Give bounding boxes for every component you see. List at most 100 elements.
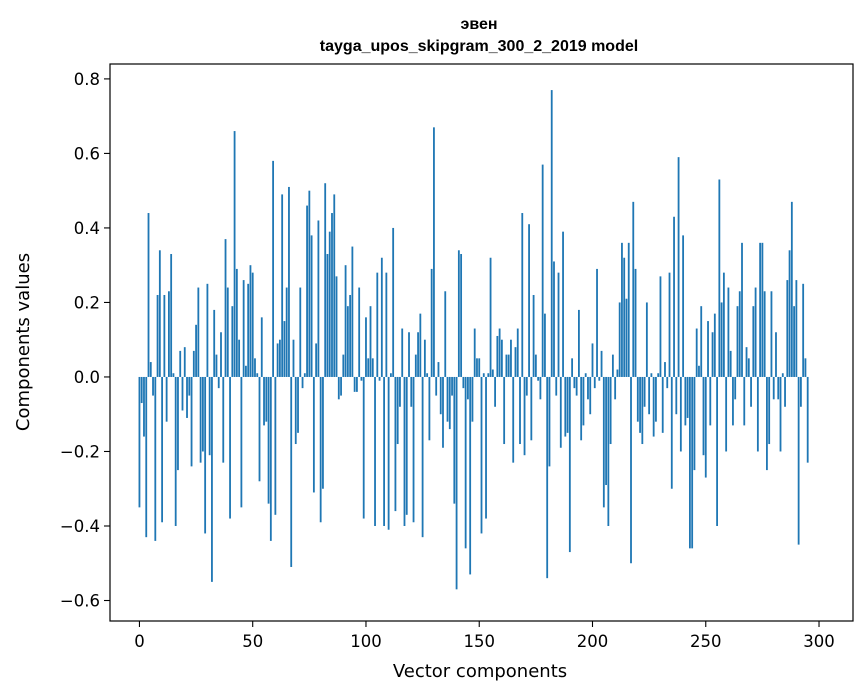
- bar: [385, 272, 388, 377]
- bar: [278, 339, 281, 377]
- bar: [512, 376, 515, 463]
- bar: [677, 157, 680, 377]
- bar: [288, 186, 290, 377]
- bar: [598, 376, 601, 381]
- bar: [260, 317, 263, 377]
- bar: [616, 369, 619, 377]
- bar: [645, 302, 648, 377]
- bar: [643, 376, 646, 407]
- bar: [727, 287, 730, 377]
- bar: [322, 376, 324, 489]
- bar: [177, 376, 179, 471]
- bar: [197, 287, 200, 377]
- bar: [233, 131, 236, 377]
- bar: [491, 369, 494, 377]
- bar: [292, 339, 295, 377]
- bar: [505, 354, 508, 377]
- bar: [315, 343, 318, 377]
- bar: [591, 343, 594, 377]
- bar: [593, 376, 596, 389]
- x-axis-label: Vector components: [393, 661, 567, 682]
- bar: [211, 376, 213, 582]
- bar: [358, 287, 361, 377]
- bar: [752, 306, 755, 377]
- bar: [602, 376, 605, 508]
- bar: [487, 373, 490, 377]
- bar: [555, 376, 558, 396]
- bar: [521, 213, 524, 377]
- bar: [507, 354, 510, 377]
- y-tick-label: −0.6: [60, 592, 100, 611]
- plot-frame: [109, 63, 854, 622]
- bar: [240, 376, 243, 508]
- bar: [426, 373, 429, 377]
- bar: [722, 272, 725, 377]
- bar: [192, 350, 195, 377]
- bar: [360, 376, 363, 381]
- bar: [281, 194, 284, 377]
- bar: [258, 376, 261, 482]
- bar: [195, 324, 197, 377]
- bar: [729, 350, 732, 377]
- bar: [394, 376, 397, 512]
- bar: [145, 376, 148, 538]
- bar: [267, 376, 270, 504]
- bar: [523, 376, 526, 456]
- bar: [326, 254, 329, 377]
- bar: [254, 358, 256, 377]
- bar: [410, 376, 413, 407]
- bar: [661, 376, 664, 433]
- bar: [269, 376, 272, 541]
- bar: [274, 376, 277, 515]
- bar: [161, 376, 164, 523]
- bar: [442, 376, 444, 448]
- bar: [657, 373, 660, 377]
- bar: [745, 347, 748, 377]
- bar: [319, 376, 322, 523]
- bar: [265, 376, 268, 422]
- bar: [396, 376, 399, 445]
- bar: [156, 294, 159, 377]
- bar: [414, 354, 417, 377]
- bar: [632, 201, 635, 377]
- bar: [374, 376, 376, 526]
- bar: [186, 376, 188, 418]
- bar: [510, 339, 512, 377]
- bar: [294, 376, 297, 445]
- ticks-group: 0 50 100 150 200 250 300 −0.6 −0.4 −0.2 0.0 0.2 0.4 0…: [60, 70, 835, 651]
- bar: [303, 373, 306, 377]
- bar: [308, 190, 311, 377]
- bar: [544, 313, 546, 377]
- bar: [199, 376, 202, 463]
- bar: [217, 376, 220, 389]
- bar: [435, 376, 438, 396]
- bar: [285, 287, 288, 377]
- bar: [143, 376, 145, 437]
- bar: [367, 358, 370, 377]
- bar: [605, 376, 607, 486]
- y-tick-label: −0.2: [60, 442, 100, 461]
- bar: [469, 376, 472, 575]
- bar: [580, 376, 583, 441]
- bar: [392, 227, 395, 377]
- bar: [428, 376, 431, 441]
- bar: [494, 376, 496, 407]
- bar: [310, 235, 313, 377]
- bar: [138, 376, 141, 508]
- bar: [417, 332, 419, 377]
- bar: [779, 376, 782, 452]
- bar: [421, 376, 424, 538]
- bar: [433, 127, 435, 377]
- bar: [453, 376, 456, 504]
- bar: [770, 291, 773, 377]
- bar: [335, 276, 338, 377]
- bar: [283, 321, 286, 377]
- bar: [600, 350, 603, 377]
- bar: [482, 373, 485, 377]
- bar: [208, 376, 211, 456]
- bar: [152, 376, 154, 396]
- bar: [353, 376, 356, 392]
- bar: [460, 254, 463, 377]
- bar: [793, 306, 796, 377]
- bar: [312, 376, 315, 493]
